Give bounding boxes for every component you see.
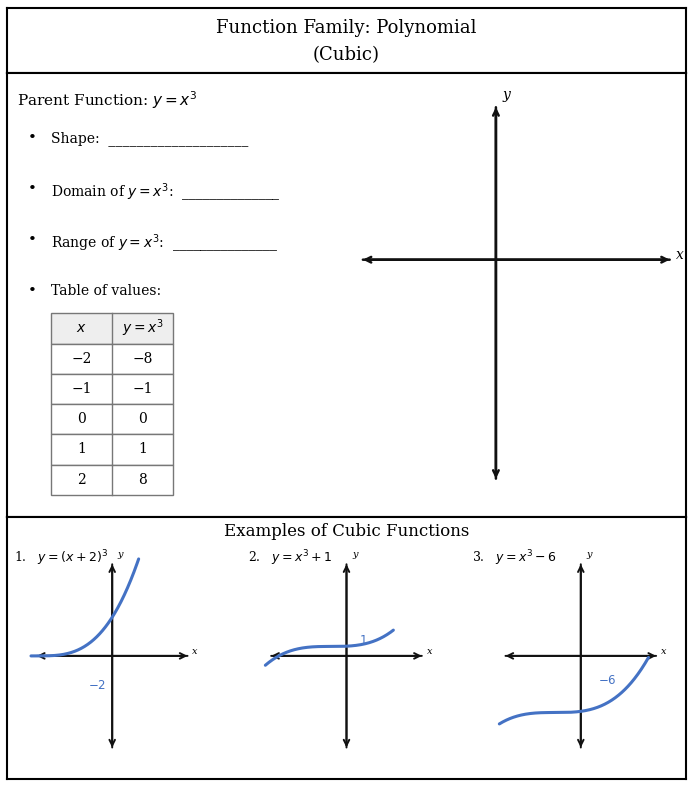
FancyBboxPatch shape: [51, 434, 173, 464]
Text: −8: −8: [132, 352, 153, 366]
Text: y: y: [586, 550, 592, 559]
FancyBboxPatch shape: [51, 374, 173, 405]
Text: y: y: [502, 88, 511, 102]
FancyBboxPatch shape: [51, 344, 173, 374]
Text: 2: 2: [77, 473, 86, 486]
FancyBboxPatch shape: [51, 313, 173, 344]
Text: (Cubic): (Cubic): [313, 46, 380, 64]
Text: 2.   $y = x^3 + 1$: 2. $y = x^3 + 1$: [248, 549, 333, 568]
Text: •: •: [27, 233, 36, 247]
Text: Shape:  ____________________: Shape: ____________________: [51, 131, 249, 146]
Text: $1$: $1$: [359, 634, 367, 647]
Text: Range of $y = x^3$:  _______________: Range of $y = x^3$: _______________: [51, 233, 279, 256]
Text: •: •: [27, 284, 36, 298]
Text: y: y: [118, 550, 123, 559]
Text: $y = x^3$: $y = x^3$: [122, 318, 164, 339]
Text: −1: −1: [132, 382, 153, 396]
Text: x: x: [661, 647, 667, 656]
Text: 0: 0: [77, 412, 86, 427]
Text: •: •: [27, 182, 36, 196]
Text: 1: 1: [77, 442, 86, 456]
Text: $-6$: $-6$: [598, 674, 616, 687]
Text: Table of values:: Table of values:: [51, 284, 161, 298]
Text: y: y: [352, 550, 358, 559]
Text: $x$: $x$: [76, 321, 87, 335]
Text: 3.   $y = x^3 - 6$: 3. $y = x^3 - 6$: [472, 549, 557, 568]
Text: $-2$: $-2$: [88, 679, 106, 693]
Text: −2: −2: [71, 352, 92, 366]
Text: x: x: [193, 647, 198, 656]
Text: 1.   $y = (x + 2)^3$: 1. $y = (x + 2)^3$: [14, 549, 107, 568]
Text: Examples of Cubic Functions: Examples of Cubic Functions: [224, 523, 469, 541]
Text: x: x: [676, 248, 684, 262]
Text: 1: 1: [139, 442, 147, 456]
Text: •: •: [27, 131, 36, 145]
Text: Parent Function: $y = x^3$: Parent Function: $y = x^3$: [17, 89, 198, 111]
Text: 8: 8: [139, 473, 147, 486]
FancyBboxPatch shape: [51, 464, 173, 495]
Text: x: x: [427, 647, 432, 656]
FancyBboxPatch shape: [51, 405, 173, 434]
Text: −1: −1: [71, 382, 92, 396]
Text: Domain of $y = x^3$:  ______________: Domain of $y = x^3$: ______________: [51, 182, 281, 205]
Text: 0: 0: [139, 412, 147, 427]
Text: Function Family: Polynomial: Function Family: Polynomial: [216, 19, 477, 36]
